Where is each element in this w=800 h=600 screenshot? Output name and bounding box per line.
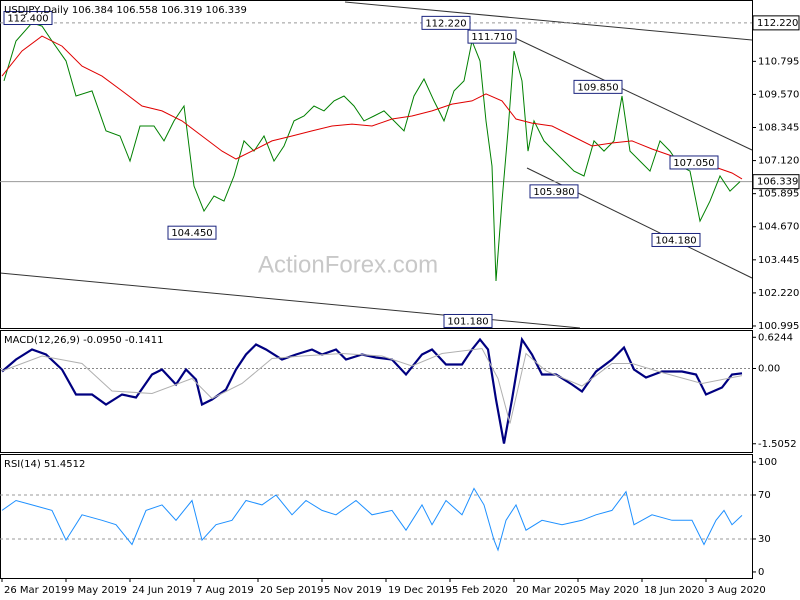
panel-title: RSI(14) 51.4512: [4, 459, 85, 470]
series-line: [1, 347, 743, 424]
annotation-box: [421, 15, 471, 30]
trend-line: [514, 37, 753, 151]
x-tick-label: 9 May 2019: [68, 585, 127, 596]
y-tick-label: 0.6244: [758, 332, 793, 343]
x-tick-label: 20 Mar 2020: [516, 585, 579, 596]
annotation-box: [529, 184, 579, 199]
series-line: [3, 22, 741, 282]
y-tick-label: 110.795: [758, 56, 799, 67]
annotation-box: [669, 155, 719, 170]
series-line: [1, 336, 743, 444]
x-tick-label: 7 Aug 2019: [196, 585, 254, 596]
panel-title: MACD(12,26,9) -0.0950 -0.1411: [4, 335, 164, 346]
y-tick-label: 105.895: [758, 189, 799, 200]
y-tick-label: -1.5052: [758, 439, 797, 450]
y-tick-label: 103.445: [758, 255, 799, 266]
panel-frame: [0, 0, 753, 329]
y-tick-label: 104.670: [758, 222, 799, 233]
price-label-box: [752, 174, 800, 190]
annotation-label: 107.050: [673, 158, 714, 169]
annotation-box: [3, 11, 53, 26]
price-label: 106.339: [757, 177, 798, 188]
x-tick-label: 3 Aug 2020: [708, 585, 766, 596]
annotation-label: 104.450: [171, 228, 212, 239]
y-tick-label: 100: [758, 457, 777, 468]
x-tick-label: 24 Jun 2019: [132, 585, 192, 596]
annotation-box: [167, 225, 217, 240]
price-label-box: [752, 15, 800, 31]
y-tick-label: 102.220: [758, 288, 799, 299]
panel-title: USDJPY,Daily 106.384 106.558 106.319 106…: [4, 5, 247, 16]
x-tick-label: 18 Jun 2020: [644, 585, 704, 596]
annotation-label: 101.180: [447, 316, 488, 327]
x-tick-label: 5 May 2020: [580, 585, 639, 596]
y-tick-label: 30: [758, 534, 771, 545]
y-tick-label: 70: [758, 490, 771, 501]
price-label: 112.220: [757, 18, 798, 29]
annotation-label: 104.180: [655, 235, 696, 246]
y-tick-label: 0.00: [758, 364, 780, 375]
annotation-label: 109.850: [577, 82, 618, 93]
y-tick-label: 107.120: [758, 156, 799, 167]
watermark: ActionForex.com: [258, 251, 438, 278]
x-tick-label: 5 Nov 2019: [324, 585, 382, 596]
x-tick-label: 26 Mar 2019: [4, 585, 67, 596]
annotation-label: 112.400: [7, 14, 48, 25]
series-line: [1, 35, 743, 180]
y-tick-label: 109.570: [758, 89, 799, 100]
y-tick-label: 100.995: [758, 321, 799, 332]
y-tick-label: 0: [758, 567, 764, 578]
panel-frame: [0, 454, 753, 579]
x-tick-label: 19 Dec 2019: [388, 585, 452, 596]
annotation-label: 112.220: [425, 18, 466, 29]
y-tick-label: 108.345: [758, 123, 799, 134]
trend-line: [344, 1, 753, 41]
x-tick-label: 20 Sep 2019: [260, 585, 323, 596]
annotation-box: [467, 29, 517, 44]
annotation-box: [443, 313, 493, 328]
series-line: [1, 487, 743, 552]
x-tick-label: 5 Feb 2020: [452, 585, 508, 596]
annotation-label: 105.980: [533, 187, 574, 198]
annotation-box: [651, 232, 701, 247]
panel-frame: [0, 330, 753, 453]
annotation-box: [573, 79, 623, 94]
annotation-label: 111.710: [471, 32, 512, 43]
